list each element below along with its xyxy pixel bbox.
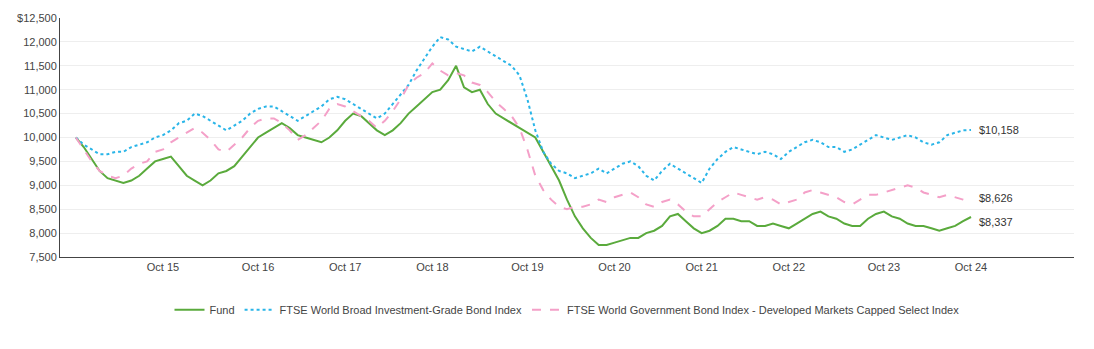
svg-text:8,500: 8,500 xyxy=(29,203,57,215)
svg-text:9,500: 9,500 xyxy=(29,155,57,167)
svg-text:Oct 22: Oct 22 xyxy=(773,261,805,273)
svg-text:9,000: 9,000 xyxy=(29,179,57,191)
svg-text:Fund: Fund xyxy=(210,304,235,316)
svg-text:11,500: 11,500 xyxy=(24,60,57,72)
svg-text:$10,158: $10,158 xyxy=(979,124,1019,136)
svg-text:7,500: 7,500 xyxy=(29,251,57,263)
svg-text:Oct 23: Oct 23 xyxy=(868,261,900,273)
svg-text:8,000: 8,000 xyxy=(29,227,57,239)
svg-text:Oct 19: Oct 19 xyxy=(511,261,543,273)
svg-text:Oct 24: Oct 24 xyxy=(955,261,987,273)
svg-text:11,000: 11,000 xyxy=(24,84,57,96)
svg-text:FTSE World Broad Investment-Gr: FTSE World Broad Investment-Grade Bond I… xyxy=(280,304,522,316)
svg-text:$12,500: $12,500 xyxy=(17,12,57,24)
svg-text:Oct 15: Oct 15 xyxy=(147,261,179,273)
svg-text:10,000: 10,000 xyxy=(23,131,57,143)
svg-text:$8,626: $8,626 xyxy=(979,192,1013,204)
svg-text:$8,337: $8,337 xyxy=(979,216,1013,228)
svg-text:12,000: 12,000 xyxy=(23,36,57,48)
svg-text:Oct 18: Oct 18 xyxy=(416,261,448,273)
svg-text:Oct 17: Oct 17 xyxy=(329,261,361,273)
svg-text:Oct 16: Oct 16 xyxy=(242,261,274,273)
svg-text:Oct 20: Oct 20 xyxy=(598,261,630,273)
svg-text:10,500: 10,500 xyxy=(23,107,57,119)
svg-text:Oct 21: Oct 21 xyxy=(685,261,717,273)
svg-text:FTSE World Government Bond Ind: FTSE World Government Bond Index - Devel… xyxy=(567,304,959,316)
